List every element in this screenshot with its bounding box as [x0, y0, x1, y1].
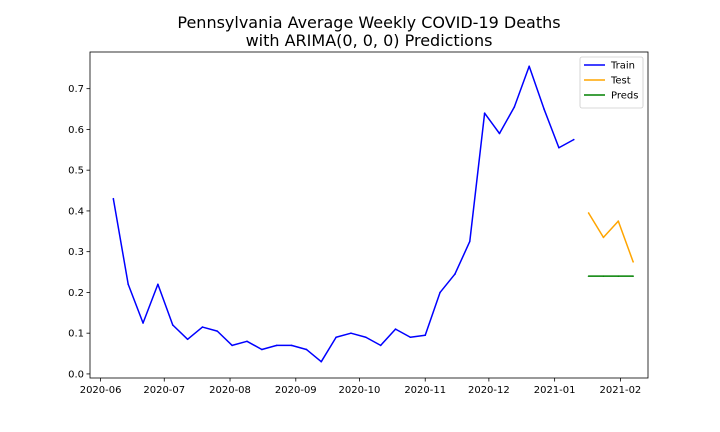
x-tick-label: 2020-10 [339, 385, 381, 396]
x-tick-label: 2021-02 [600, 385, 642, 396]
y-tick-label: 0.0 [68, 369, 84, 380]
data-point-train [528, 65, 530, 68]
data-point-train [483, 112, 486, 114]
data-point-test [587, 212, 590, 214]
data-point-train [186, 338, 189, 341]
data-point-train [171, 324, 174, 326]
y-tick-label: 0.1 [68, 329, 84, 340]
axes-frame [89, 51, 649, 379]
data-point-train [305, 348, 308, 351]
data-point-train [350, 332, 352, 334]
data-point-train [572, 138, 575, 141]
y-tick-label: 0.4 [68, 206, 84, 217]
data-point-train [127, 283, 129, 286]
series-line-test [587, 212, 634, 263]
legend-label-test: Test [610, 76, 631, 87]
data-point-train [365, 336, 367, 339]
data-point-test [602, 236, 605, 239]
data-point-train [231, 344, 233, 347]
x-tick-label: 2020-08 [209, 385, 251, 396]
x-tick-label: 2020-06 [80, 385, 122, 396]
data-point-train [275, 344, 278, 347]
legend: Train Test Preds [579, 56, 644, 109]
data-point-train [468, 240, 471, 243]
data-point-train [379, 344, 382, 347]
series-line-train [112, 65, 575, 363]
y-tick-label: 0.7 [68, 84, 84, 95]
x-tick-label: 2020-12 [468, 385, 510, 396]
legend-label-preds: Preds [611, 91, 638, 102]
y-tick-label: 0.2 [68, 288, 84, 299]
data-point-train [142, 322, 144, 324]
data-point-train [424, 334, 427, 337]
data-point-train [246, 340, 248, 343]
data-point-train [439, 291, 441, 294]
chart-subtitle: with ARIMA(0, 0, 0) Predictions [246, 31, 493, 50]
data-point-test [617, 220, 620, 222]
data-point-preds [587, 275, 590, 277]
data-point-train [261, 348, 263, 351]
y-tick-label: 0.5 [68, 166, 84, 177]
data-point-train [201, 326, 204, 328]
data-point-train [157, 283, 159, 286]
y-tick-label: 0.6 [68, 125, 84, 136]
data-point-train [216, 330, 219, 332]
data-point-preds [632, 275, 634, 277]
plot-area: 2020-06 2020-07 2020-08 2020-09 2020-10 2020-… [68, 51, 649, 396]
data-point-test [632, 261, 634, 263]
data-point-train [320, 360, 323, 363]
x-tick-label: 2020-07 [143, 385, 185, 396]
chart-title: Pennsylvania Average Weekly COVID-19 Dea… [177, 13, 560, 32]
data-point-train [454, 273, 456, 275]
data-point-train [394, 328, 397, 330]
data-point-train [513, 106, 516, 108]
data-point-train [290, 344, 293, 347]
legend-label-train: Train [610, 61, 635, 72]
data-point-train [543, 108, 545, 110]
x-tick-label: 2020-11 [404, 385, 446, 396]
y-tick-label: 0.3 [68, 247, 84, 258]
data-point-train [335, 336, 337, 339]
x-tick-label: 2020-09 [275, 385, 317, 396]
data-point-train [498, 132, 501, 135]
data-point-train [112, 197, 115, 200]
x-tick-label: 2021-01 [534, 385, 576, 396]
data-point-train [409, 336, 412, 339]
data-point-preds [602, 275, 605, 277]
data-point-preds [617, 275, 620, 277]
data-point-train [558, 146, 560, 149]
